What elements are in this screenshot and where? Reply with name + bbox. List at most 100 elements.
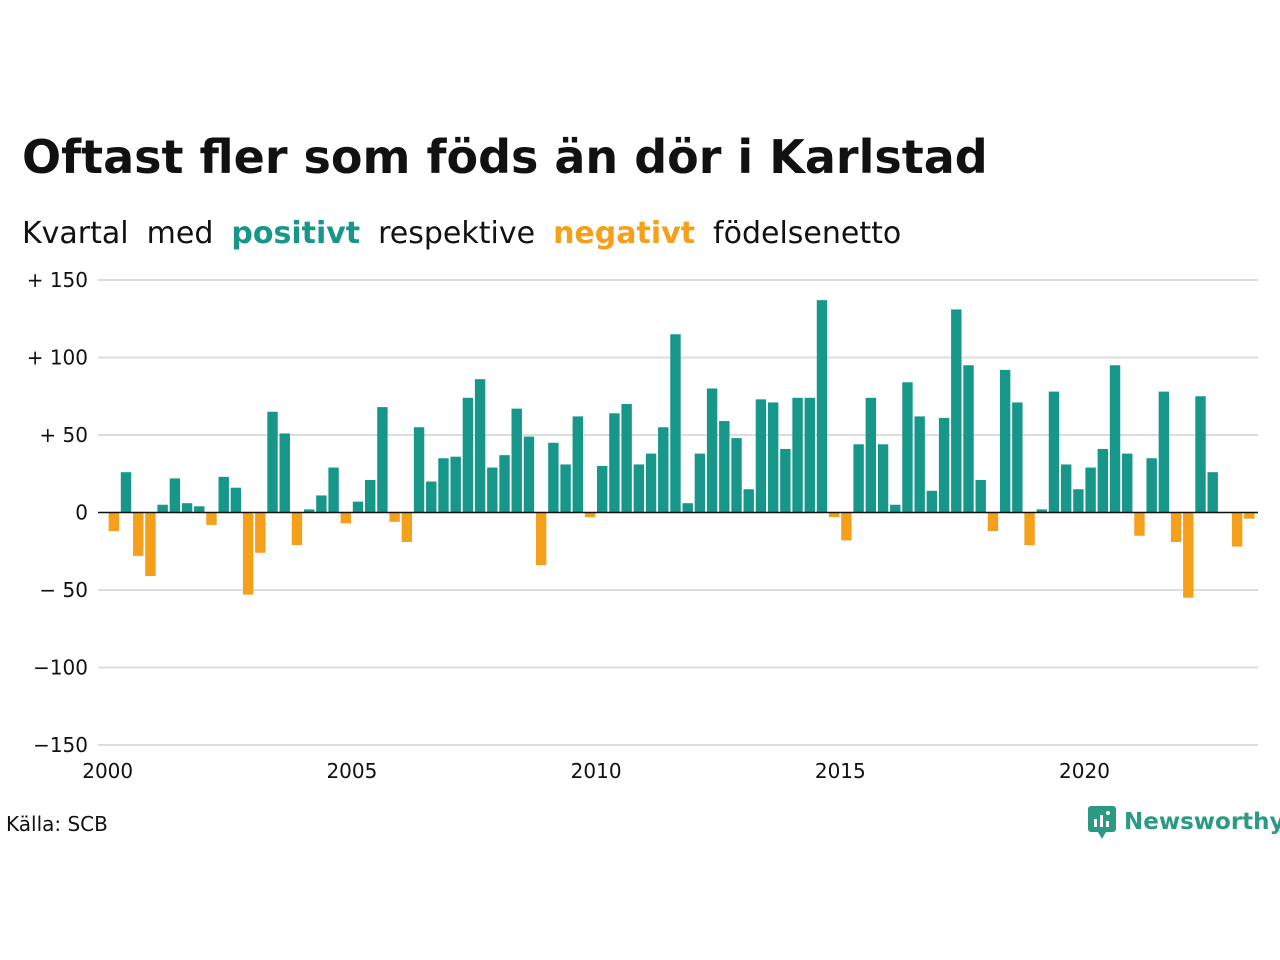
chart-title: Oftast fler som föds än dör i Karlstad — [22, 130, 988, 184]
bar — [938, 417, 950, 513]
bar — [401, 512, 413, 542]
y-tick-label: −100 — [33, 656, 88, 680]
bar — [377, 407, 388, 513]
bar — [120, 472, 132, 513]
x-tick-label: 2020 — [1059, 759, 1110, 783]
x-tick-label: 2015 — [815, 759, 866, 783]
bar — [474, 379, 486, 513]
bar — [194, 506, 205, 513]
bar — [890, 504, 901, 513]
bar — [548, 442, 559, 513]
bar — [365, 479, 376, 513]
bar — [279, 433, 290, 513]
bar — [1024, 512, 1035, 546]
subtitle-word-5: negativt — [553, 216, 696, 251]
bar — [719, 421, 730, 513]
bar — [389, 512, 400, 522]
bar — [1231, 512, 1243, 547]
bar — [1146, 458, 1157, 513]
bar — [682, 503, 693, 513]
bar — [413, 427, 425, 513]
bar — [511, 408, 522, 513]
bar — [584, 512, 596, 518]
bar — [438, 458, 449, 513]
bar — [206, 512, 217, 525]
bar — [560, 464, 571, 513]
chart-subtitle: Kvartal med positivt respektive negativt föde… — [22, 216, 919, 251]
bar — [462, 397, 474, 513]
bar — [572, 416, 583, 513]
bar — [621, 404, 632, 513]
bar — [706, 388, 718, 513]
bar — [523, 436, 535, 513]
bar — [1183, 512, 1194, 598]
bar — [352, 501, 364, 513]
y-tick-label: −150 — [33, 733, 88, 757]
bar — [181, 503, 193, 513]
bar — [694, 453, 706, 513]
x-tick-label: 2010 — [571, 759, 622, 783]
y-tick-label: − 50 — [39, 578, 88, 602]
bar — [157, 504, 168, 513]
bar — [645, 453, 657, 513]
bar — [731, 438, 742, 513]
bar — [255, 512, 266, 553]
bar — [108, 512, 120, 532]
bar — [1073, 489, 1084, 513]
bar — [609, 413, 620, 513]
bar — [1109, 365, 1121, 513]
bar — [999, 369, 1011, 513]
bar — [841, 512, 852, 541]
bar — [169, 478, 181, 513]
subtitle-word-4: respektive — [378, 216, 536, 251]
bar — [450, 456, 461, 513]
bar — [1158, 391, 1170, 513]
bar — [853, 444, 864, 513]
bar — [951, 309, 962, 513]
bar — [1134, 512, 1145, 536]
y-tick-label: + 150 — [27, 268, 88, 292]
bar — [597, 466, 608, 513]
bar — [303, 509, 315, 513]
source-note: Källa: SCB — [6, 812, 108, 836]
bar — [535, 512, 547, 566]
bar — [633, 464, 645, 513]
bar — [670, 334, 681, 513]
bar — [267, 411, 278, 513]
bar — [963, 365, 974, 513]
subtitle-word-2: med — [146, 216, 214, 251]
bar — [804, 397, 815, 513]
newsworthy-logo: Newsworthy — [1088, 804, 1280, 840]
bar — [1085, 467, 1096, 513]
x-tick-label: 2005 — [326, 759, 377, 783]
bar — [1244, 512, 1255, 519]
bar — [242, 512, 254, 595]
bar — [145, 512, 156, 577]
bar — [792, 397, 803, 513]
bar — [499, 455, 510, 513]
bar — [780, 448, 791, 513]
bar — [340, 512, 351, 524]
bar — [487, 467, 498, 513]
bar — [1060, 464, 1072, 513]
bar — [743, 489, 754, 513]
newsworthy-icon — [1088, 806, 1116, 839]
y-tick-label: 0 — [75, 501, 88, 525]
bar — [218, 476, 229, 513]
bar — [755, 399, 767, 513]
bar — [1207, 472, 1218, 513]
bar — [1122, 453, 1133, 513]
bar — [1012, 402, 1023, 513]
subtitle-word-1: Kvartal — [22, 216, 129, 251]
x-tick-label: 2000 — [82, 759, 133, 783]
brand-name: Newsworthy — [1124, 809, 1280, 835]
bar — [426, 481, 437, 513]
bar — [877, 444, 889, 513]
bar — [816, 300, 828, 513]
bar — [767, 402, 779, 513]
bar — [316, 495, 327, 513]
bar — [230, 487, 242, 513]
bar — [1195, 396, 1206, 513]
bar — [1170, 512, 1182, 542]
